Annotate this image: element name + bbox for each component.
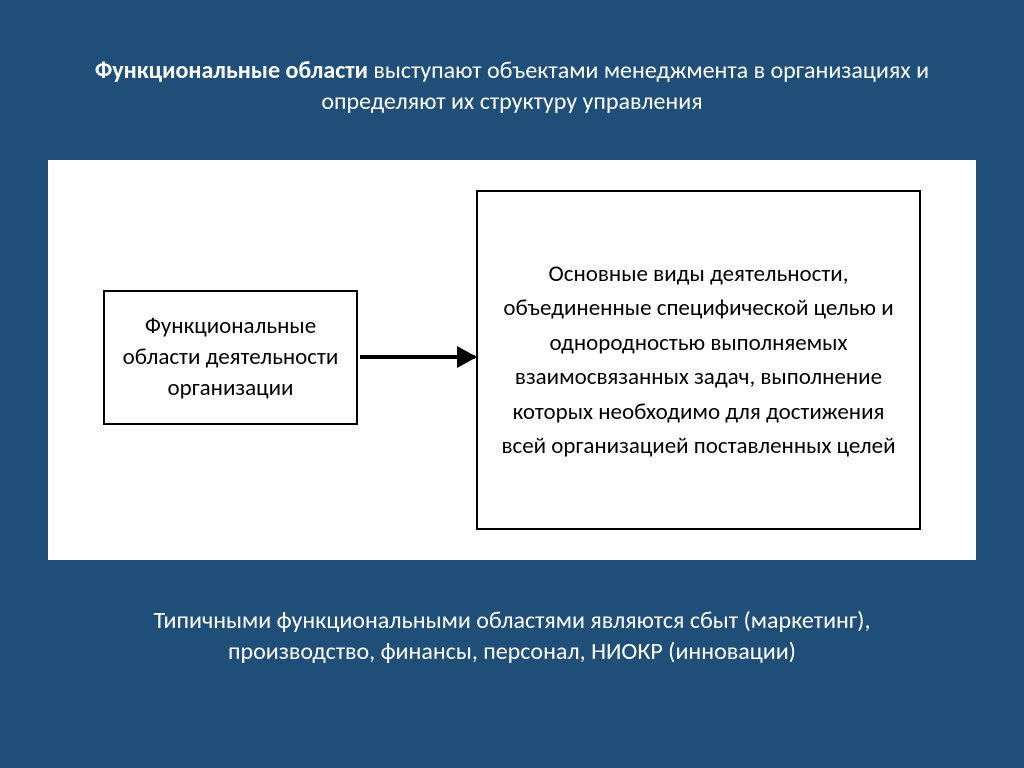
flowchart-arrow — [360, 355, 475, 359]
diagram-panel: Функциональные области деятельности орга… — [48, 160, 976, 560]
heading-text: Функциональные области выступают объекта… — [90, 55, 934, 117]
flowchart-node-right: Основные виды деятельности, объединенные… — [476, 190, 921, 530]
heading-bold: Функциональные области — [95, 56, 368, 85]
footer-text: Типичными функциональными областями явля… — [80, 605, 944, 667]
heading-rest: выступают объектами менеджмента в органи… — [321, 56, 929, 116]
node-left-label: Функциональные области деятельности орга… — [115, 311, 346, 404]
flowchart-node-left: Функциональные области деятельности орга… — [103, 290, 358, 425]
node-right-label: Основные виды деятельности, объединенные… — [496, 257, 901, 464]
